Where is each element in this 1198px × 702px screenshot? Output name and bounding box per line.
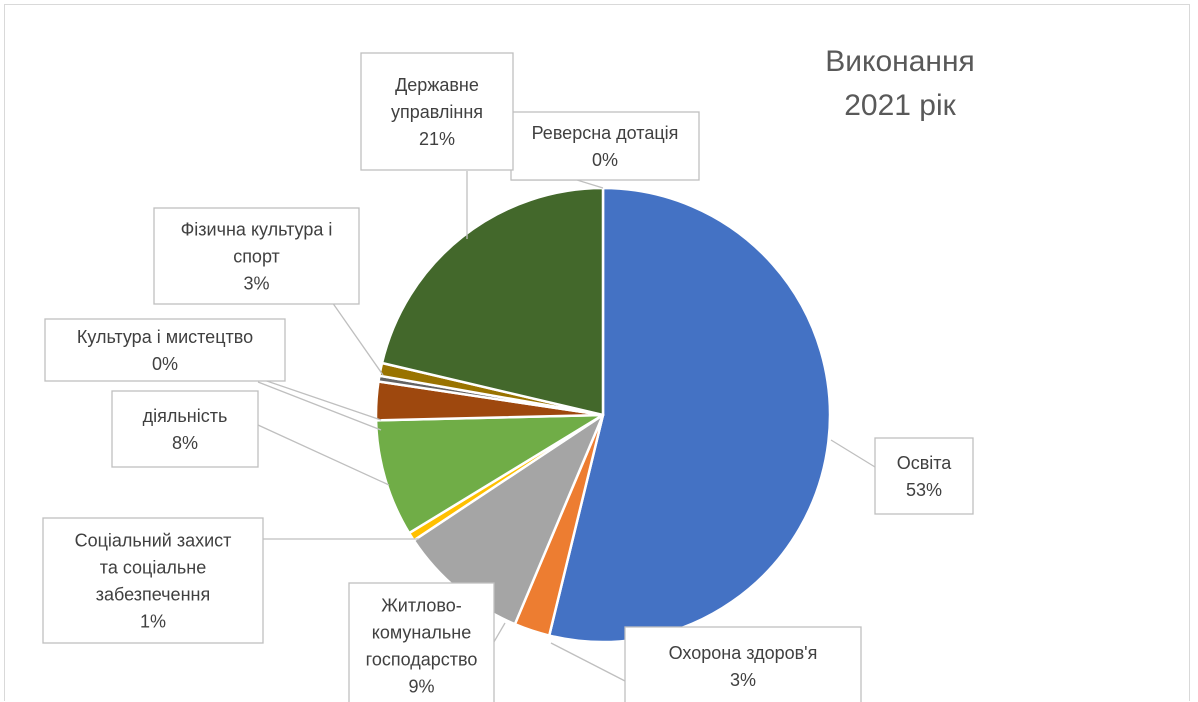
data-label-4-line-1: 8% <box>172 433 198 453</box>
data-label-0-line-0: Освіта <box>897 453 953 473</box>
data-label-3-line-1: та соціальне <box>100 558 206 578</box>
data-label-0-line-1: 53% <box>906 480 942 500</box>
leader-line-0 <box>830 439 876 468</box>
leader-line-5 <box>257 381 382 431</box>
leader-line-revers <box>511 179 604 189</box>
data-label-6-line-1: 0% <box>152 354 178 374</box>
leader-line-6 <box>257 377 382 421</box>
data-label-2-line-1: комунальне <box>372 623 471 643</box>
leader-line-1 <box>550 642 626 682</box>
data-label-5-line-0: Фізична культура і <box>181 220 333 240</box>
data-label-6-line-0: Культура і мистецтво <box>77 327 253 347</box>
pie-chart: Освіта 53% Охорона здоров'я 3% Житлово-комун… <box>42 45 975 702</box>
data-label-4-line-0: діяльність <box>143 406 228 426</box>
data-label-5-line-1: спорт <box>233 247 280 267</box>
data-label-8-line-2: 21% <box>419 129 455 149</box>
data-label-box-8 <box>360 52 514 171</box>
data-label-3-line-2: забезпечення <box>96 585 210 605</box>
data-label-1-line-0: Охорона здоров'я <box>669 643 818 663</box>
data-label-box-4 <box>111 390 259 468</box>
data-label-2-line-3: 9% <box>408 677 434 697</box>
data-label-3-line-3: 1% <box>140 612 166 632</box>
data-label-box-1 <box>624 626 862 702</box>
pie-slice-8 <box>380 186 605 417</box>
pie-slice-4 <box>374 413 605 535</box>
data-label-7-line-1: 0% <box>592 150 618 170</box>
leader-line-7 <box>331 301 384 376</box>
data-label-5-line-2: 3% <box>243 274 269 294</box>
chart-area: Освіта 53% Охорона здоров'я 3% Житлово-комун… <box>4 4 1190 702</box>
data-label-2-line-0: Житлово- <box>381 596 462 616</box>
data-label-box-3 <box>42 517 264 644</box>
data-label-7-line-0: Реверсна дотація <box>532 123 679 143</box>
data-label-box-6 <box>44 318 286 382</box>
data-label-1-line-1: 3% <box>730 670 756 690</box>
data-label-box-0 <box>874 437 974 515</box>
chart-title-line-0: Виконання <box>825 45 975 78</box>
data-label-3-line-0: Соціальний захист <box>75 531 232 551</box>
leader-line-4 <box>257 424 390 486</box>
data-label-box-5 <box>153 207 360 305</box>
data-label-8-line-0: Державне <box>395 75 479 95</box>
data-label-2-line-2: господарство <box>366 650 478 670</box>
data-label-box-7 <box>510 111 700 181</box>
data-label-box-2 <box>348 582 495 702</box>
chart-title-line-1: 2021 рік <box>844 89 956 122</box>
data-label-8-line-1: управління <box>391 102 483 122</box>
